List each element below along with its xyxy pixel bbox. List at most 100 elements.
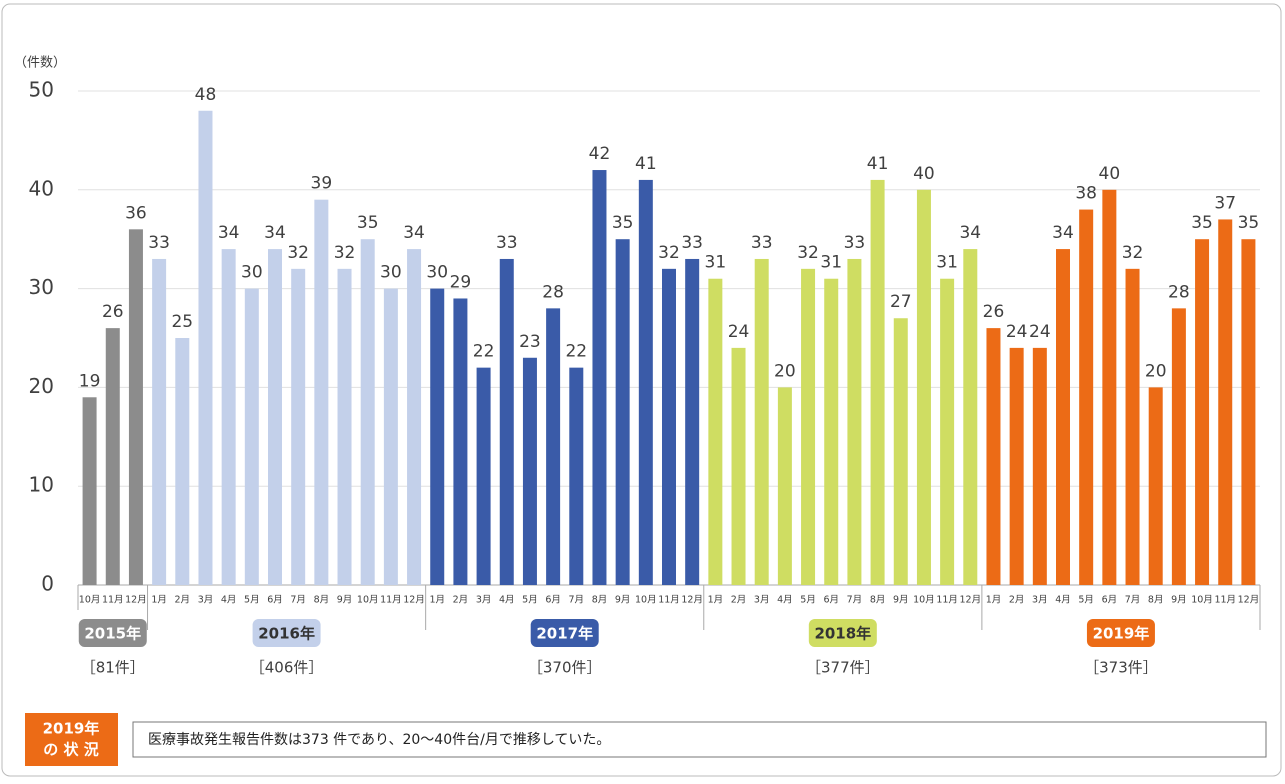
data-label: 25 bbox=[171, 312, 193, 332]
bar bbox=[708, 278, 723, 585]
data-label: 40 bbox=[913, 164, 935, 184]
summary-tag bbox=[25, 713, 118, 766]
x-tick-label: 3月 bbox=[754, 595, 770, 606]
bar bbox=[731, 347, 746, 585]
data-label: 34 bbox=[959, 223, 981, 243]
data-label: 32 bbox=[1122, 243, 1144, 263]
bar bbox=[453, 298, 468, 585]
data-label: 48 bbox=[195, 85, 217, 105]
data-label: 38 bbox=[1075, 184, 1097, 204]
data-label: 35 bbox=[1191, 213, 1213, 233]
y-tick-label: 50 bbox=[29, 78, 54, 102]
y-axis-label: （件数） bbox=[14, 56, 66, 71]
data-label: 39 bbox=[311, 174, 333, 194]
bar bbox=[777, 387, 792, 585]
summary-tag-line: 2019年 bbox=[43, 720, 100, 738]
bar bbox=[360, 239, 375, 585]
x-tick-label: 5月 bbox=[1078, 595, 1094, 606]
data-label: 41 bbox=[867, 154, 889, 174]
data-label: 32 bbox=[287, 243, 309, 263]
data-label: 36 bbox=[125, 203, 147, 223]
summary-tag-line: の 状 況 bbox=[43, 741, 98, 759]
bar bbox=[638, 179, 653, 586]
bar bbox=[801, 268, 816, 585]
bar bbox=[1241, 239, 1256, 585]
bar bbox=[662, 268, 676, 585]
x-tick-label: 10月 bbox=[1191, 595, 1213, 606]
data-label: 30 bbox=[426, 263, 448, 283]
bar bbox=[499, 258, 514, 585]
bar bbox=[940, 278, 955, 585]
x-tick-label: 2月 bbox=[731, 595, 747, 606]
data-label: 40 bbox=[1099, 164, 1121, 184]
bar bbox=[337, 268, 352, 585]
year-badge bbox=[252, 619, 321, 647]
year-total: ［406件］ bbox=[250, 659, 324, 677]
year-total: ［377件］ bbox=[806, 659, 880, 677]
year-badge bbox=[78, 619, 147, 647]
data-label: 20 bbox=[1145, 361, 1167, 381]
year-badge bbox=[530, 619, 599, 647]
x-tick-label: 5月 bbox=[800, 595, 816, 606]
x-tick-label: 5月 bbox=[244, 595, 260, 606]
x-tick-label: 2月 bbox=[175, 595, 191, 606]
x-tick-label: 1月 bbox=[429, 595, 445, 606]
x-tick-label: 11月 bbox=[936, 595, 958, 606]
data-label: 33 bbox=[751, 233, 773, 253]
data-label: 20 bbox=[774, 361, 796, 381]
data-label: 34 bbox=[403, 223, 425, 243]
x-tick-label: 12月 bbox=[681, 595, 703, 606]
data-label: 35 bbox=[612, 213, 634, 233]
year-total: ［81件］ bbox=[81, 659, 145, 677]
x-tick-label: 4月 bbox=[499, 595, 515, 606]
x-tick-label: 10月 bbox=[913, 595, 935, 606]
data-label: 30 bbox=[380, 263, 402, 283]
data-label: 37 bbox=[1214, 193, 1236, 213]
data-label: 31 bbox=[936, 253, 958, 273]
data-label: 28 bbox=[542, 282, 564, 302]
bar bbox=[546, 308, 561, 585]
x-tick-label: 2月 bbox=[453, 595, 469, 606]
bar bbox=[893, 318, 908, 585]
data-label: 24 bbox=[728, 322, 750, 342]
data-label: 23 bbox=[519, 332, 541, 352]
year-total: ［370件］ bbox=[528, 659, 602, 677]
data-label: 41 bbox=[635, 154, 657, 174]
summary-box bbox=[132, 721, 1267, 758]
bar bbox=[476, 367, 491, 585]
data-label: 33 bbox=[148, 233, 170, 253]
x-tick-label: 7月 bbox=[1125, 595, 1141, 606]
data-label: 32 bbox=[334, 243, 356, 263]
data-label: 35 bbox=[1238, 213, 1260, 233]
data-label: 22 bbox=[565, 342, 587, 362]
bar bbox=[870, 179, 885, 586]
x-tick-label: 11月 bbox=[102, 595, 124, 606]
bar bbox=[1009, 347, 1024, 585]
x-tick-label: 8月 bbox=[870, 595, 886, 606]
data-label: 34 bbox=[1052, 223, 1074, 243]
data-label: 19 bbox=[79, 371, 101, 391]
data-label: 29 bbox=[450, 272, 472, 292]
y-tick-label: 0 bbox=[41, 572, 54, 596]
data-label: 32 bbox=[658, 243, 680, 263]
x-tick-label: 5月 bbox=[522, 595, 538, 606]
x-tick-label: 3月 bbox=[476, 595, 492, 606]
x-tick-label: 9月 bbox=[337, 595, 353, 606]
x-tick-label: 9月 bbox=[893, 595, 909, 606]
x-tick-label: 4月 bbox=[221, 595, 237, 606]
x-tick-label: 1月 bbox=[708, 595, 724, 606]
bar bbox=[128, 229, 143, 585]
bar bbox=[1032, 347, 1047, 585]
bar bbox=[1195, 239, 1210, 585]
bar bbox=[1125, 268, 1140, 585]
data-label: 33 bbox=[496, 233, 518, 253]
x-tick-label: 12月 bbox=[1238, 595, 1260, 606]
bar bbox=[82, 397, 97, 585]
bar bbox=[1056, 249, 1070, 585]
x-tick-label: 1月 bbox=[986, 595, 1002, 606]
data-label: 33 bbox=[681, 233, 703, 253]
data-label: 32 bbox=[797, 243, 819, 263]
data-label: 35 bbox=[357, 213, 379, 233]
year-label: 2015年 bbox=[84, 625, 141, 643]
x-tick-label: 12月 bbox=[125, 595, 147, 606]
